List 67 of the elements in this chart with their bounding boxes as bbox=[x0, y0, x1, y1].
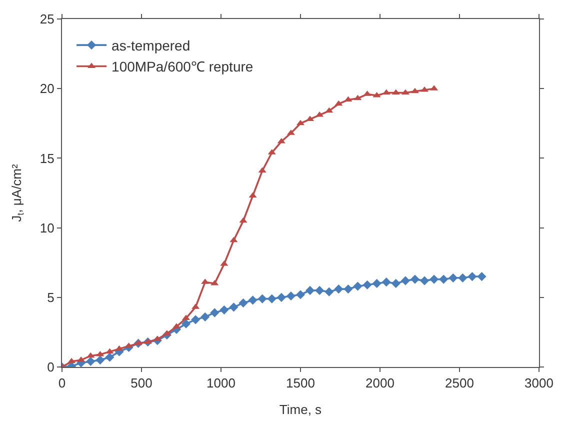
point bbox=[200, 312, 210, 322]
legend-label: as-tempered bbox=[112, 38, 190, 54]
point bbox=[353, 282, 362, 291]
point bbox=[96, 350, 104, 356]
point bbox=[305, 286, 315, 295]
point bbox=[230, 236, 238, 242]
point bbox=[420, 276, 430, 286]
legend-label: 100MPa/600℃ repture bbox=[112, 58, 254, 75]
point bbox=[238, 298, 248, 308]
point bbox=[229, 302, 238, 312]
point bbox=[210, 308, 220, 318]
point bbox=[325, 107, 334, 113]
x-tick-label: 2500 bbox=[445, 376, 474, 391]
point bbox=[276, 292, 286, 302]
y-tick-label: 0 bbox=[47, 360, 54, 375]
point bbox=[410, 274, 420, 284]
point bbox=[448, 273, 458, 282]
x-tick-label: 500 bbox=[130, 376, 152, 391]
x-tick-label: 1000 bbox=[206, 376, 236, 391]
point bbox=[248, 192, 257, 198]
point bbox=[220, 260, 228, 266]
y-tick-label: 20 bbox=[40, 81, 54, 96]
point bbox=[324, 287, 334, 296]
point bbox=[334, 284, 344, 294]
point bbox=[362, 280, 372, 290]
y-tick-label: 10 bbox=[40, 220, 54, 236]
y-tick-label: 5 bbox=[47, 290, 54, 305]
point bbox=[68, 358, 76, 364]
point bbox=[391, 278, 400, 288]
point bbox=[401, 89, 410, 95]
point bbox=[296, 290, 306, 300]
x-tick-label: 1500 bbox=[286, 376, 315, 391]
point bbox=[354, 94, 362, 100]
point bbox=[315, 286, 324, 295]
point bbox=[439, 274, 448, 284]
point bbox=[181, 319, 191, 328]
point bbox=[258, 294, 267, 304]
point bbox=[372, 278, 382, 288]
point bbox=[191, 315, 200, 324]
point bbox=[96, 355, 105, 365]
point bbox=[468, 272, 477, 282]
point bbox=[382, 278, 391, 287]
point bbox=[210, 280, 219, 286]
point bbox=[248, 296, 258, 305]
x-tick-label: 3000 bbox=[524, 376, 554, 391]
point bbox=[430, 274, 439, 284]
point bbox=[477, 272, 486, 282]
x-axis-title: Time, s bbox=[279, 402, 322, 418]
point bbox=[286, 291, 296, 301]
point bbox=[144, 338, 152, 344]
x-tick-label: 0 bbox=[58, 376, 66, 391]
point bbox=[105, 352, 114, 362]
point bbox=[400, 276, 410, 286]
x-tick-label: 2000 bbox=[366, 376, 394, 391]
y-tick-label: 25 bbox=[40, 12, 54, 27]
y-tick-label: 15 bbox=[40, 150, 54, 166]
point bbox=[115, 345, 124, 351]
point bbox=[220, 305, 229, 314]
point bbox=[86, 356, 96, 366]
point bbox=[267, 294, 276, 304]
point bbox=[458, 273, 468, 282]
point bbox=[86, 352, 95, 358]
point bbox=[134, 340, 142, 346]
point bbox=[344, 284, 353, 294]
point bbox=[334, 100, 343, 106]
point bbox=[239, 217, 248, 223]
point bbox=[392, 89, 400, 95]
